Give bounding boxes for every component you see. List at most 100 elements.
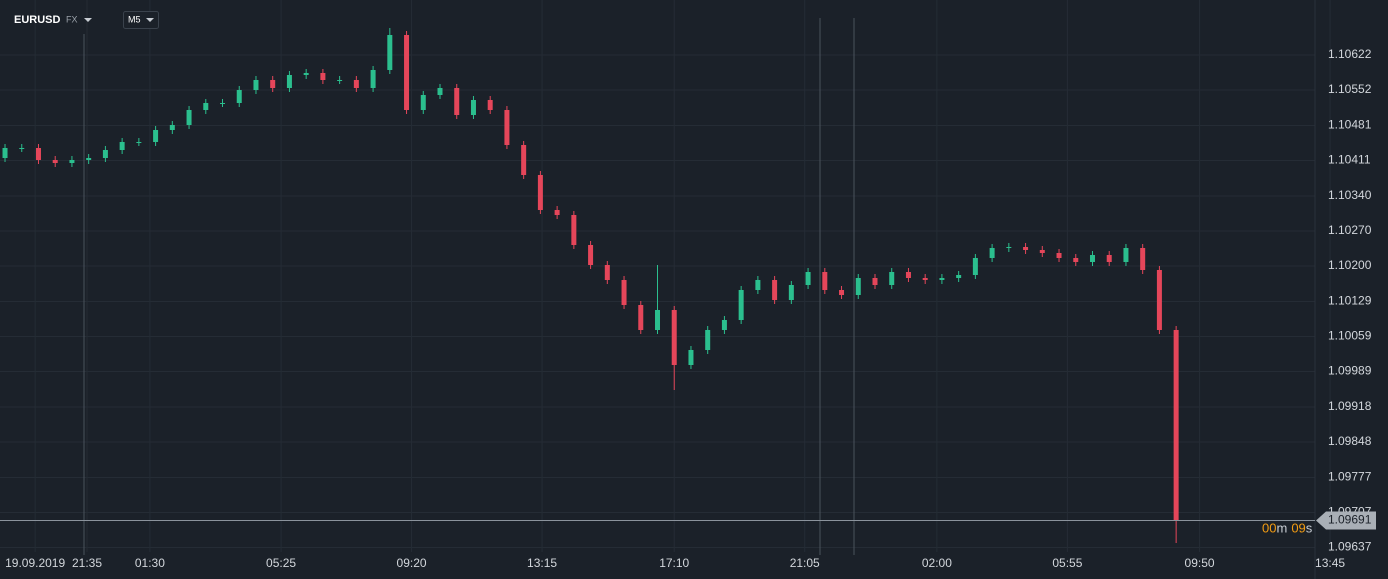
candle-body [537, 175, 543, 210]
candle-body [387, 35, 393, 70]
candle-body [588, 245, 594, 265]
candle-body [102, 150, 108, 158]
candle-body [839, 290, 845, 295]
candle-body [638, 305, 644, 330]
candle-body [337, 80, 343, 81]
x-tick-label: 17:10 [659, 556, 689, 570]
candle-body [487, 100, 493, 110]
current-price-tag [1316, 511, 1376, 530]
market[interactable]: FX [66, 14, 78, 24]
candle-body [705, 330, 711, 350]
dropdown-arrow[interactable] [146, 18, 154, 22]
y-tick-label: 1.10129 [1328, 294, 1372, 308]
x-tick-label: 19.09.2019 [5, 556, 65, 570]
dropdown-arrow[interactable] [84, 18, 92, 22]
candle-body [169, 125, 175, 130]
y-tick-label: 1.10481 [1328, 118, 1372, 132]
countdown-minutes-unit: m [1276, 521, 1287, 536]
candle-body [470, 100, 476, 115]
candle-body [52, 160, 58, 163]
candle-body [220, 103, 226, 104]
timeframe[interactable]: M5 [128, 14, 141, 24]
candle-body [571, 215, 577, 245]
candle-body [454, 88, 460, 115]
current-price-label: 1.09691 [1328, 513, 1372, 527]
candle-body [1156, 270, 1162, 330]
candle-body [721, 320, 727, 330]
candle-body [738, 290, 744, 320]
candle-body [989, 248, 995, 258]
timeframe-selector[interactable]: M5 [123, 11, 159, 29]
candle-body [688, 350, 694, 365]
x-tick-label: 09:20 [397, 556, 427, 570]
candle-body [504, 110, 510, 145]
candle-body [1056, 253, 1062, 258]
y-tick-label: 1.09637 [1328, 540, 1372, 554]
candle-body [621, 280, 627, 305]
candle-body [939, 278, 945, 280]
candle-body [270, 80, 276, 88]
candle-body [420, 95, 426, 110]
candle-body [153, 130, 159, 142]
candle-body [822, 272, 828, 290]
candle-body [788, 285, 794, 300]
candle-body [1106, 255, 1112, 262]
y-tick-label: 1.09918 [1328, 399, 1372, 413]
y-tick-label: 1.09777 [1328, 470, 1372, 484]
candle-body [236, 90, 242, 103]
candle-body [521, 145, 527, 175]
x-tick-label: 13:15 [527, 556, 557, 570]
candle-body [905, 272, 911, 278]
y-tick-label: 1.10059 [1328, 329, 1372, 343]
x-tick-label: 02:00 [922, 556, 952, 570]
candle-body [872, 278, 878, 285]
x-tick-label: 13:45 [1315, 556, 1345, 570]
candle-body [353, 80, 359, 88]
y-tick-label: 1.09848 [1328, 434, 1372, 448]
grid [0, 0, 1331, 552]
x-tick-label: 21:35 [72, 556, 102, 570]
countdown-seconds-unit: s [1306, 521, 1313, 536]
countdown-minutes: 00 [1262, 521, 1276, 536]
y-tick-label: 1.10411 [1328, 153, 1371, 167]
x-tick-label: 21:05 [790, 556, 820, 570]
y-tick-label: 1.10270 [1328, 223, 1372, 237]
candle-body [303, 73, 309, 75]
symbol-selector[interactable]: EURUSD FX [14, 14, 92, 26]
candle-body [671, 310, 677, 365]
candle-body [119, 142, 125, 150]
candle-body [1140, 248, 1146, 270]
candle-body [889, 272, 895, 285]
candle-body [437, 88, 443, 95]
candle-body [772, 280, 778, 300]
candle-body [1089, 255, 1095, 262]
candle-body [655, 310, 660, 330]
symbol[interactable]: EURUSD [14, 14, 61, 26]
candle-body [286, 75, 292, 88]
candle-body [956, 275, 962, 278]
candle-body [86, 158, 92, 160]
candle-body [755, 280, 761, 290]
candle-body [855, 278, 861, 295]
countdown: 00m 09s [1262, 521, 1313, 536]
x-tick-label: 05:25 [266, 556, 296, 570]
candle-body [922, 278, 928, 280]
y-tick-label: 1.10200 [1328, 258, 1372, 272]
candle-body [203, 103, 209, 110]
candle-body [136, 142, 142, 143]
y-tick-label: 1.10552 [1328, 82, 1372, 96]
timeframe-box[interactable] [123, 11, 159, 29]
candle-body [19, 148, 25, 149]
candle-body [2, 148, 8, 158]
candle-body [1023, 247, 1029, 250]
candle-body [805, 272, 811, 285]
candle-body [554, 210, 560, 215]
candle-body [69, 160, 75, 163]
candle-body [35, 148, 41, 160]
candle-body [1073, 258, 1079, 262]
candle-body [1006, 247, 1012, 248]
candle-body [1173, 330, 1179, 521]
